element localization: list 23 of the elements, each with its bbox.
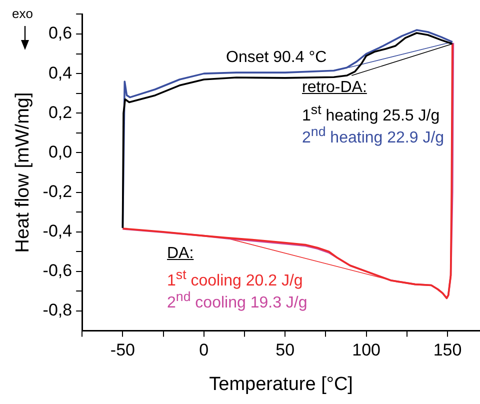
series-label: 1$^{st}$ heating 25.5 J/g xyxy=(302,101,440,126)
text: exo xyxy=(12,5,33,23)
x-tick-label: 50 xyxy=(276,340,295,360)
series-label: 1$^{st}$ cooling 20.2 J/g xyxy=(167,266,303,291)
x-tick-label: -50 xyxy=(110,340,135,360)
y-tick-label: 0,0 xyxy=(48,142,72,162)
text: 2$^{nd}$ heating 22.9 J/g xyxy=(302,124,444,146)
annotation: retro-DA: xyxy=(302,78,367,98)
x-axis-title: Temperature [°C] xyxy=(209,374,353,395)
y-axis-title: Heat flow [mW/mg] xyxy=(12,92,34,253)
text: 2$^{nd}$ cooling 19.3 J/g xyxy=(167,289,308,312)
x-tick-label: 150 xyxy=(433,340,462,360)
x-tick-label: 100 xyxy=(352,340,380,360)
y-tick-label: 0,6 xyxy=(48,24,72,43)
y-tick-label: 0,2 xyxy=(48,102,72,122)
y-tick-label: -0,6 xyxy=(42,261,72,280)
y-tick-label: -0,2 xyxy=(42,182,72,201)
annotation: DA: xyxy=(167,244,194,264)
y-tick-label: -0,4 xyxy=(42,222,72,241)
y-tick-label: 0,4 xyxy=(48,63,72,82)
y-tick-label: -0,8 xyxy=(42,300,72,320)
x-tick-label: 0 xyxy=(199,340,209,360)
annotation: Onset 90.4 °C xyxy=(226,48,327,68)
